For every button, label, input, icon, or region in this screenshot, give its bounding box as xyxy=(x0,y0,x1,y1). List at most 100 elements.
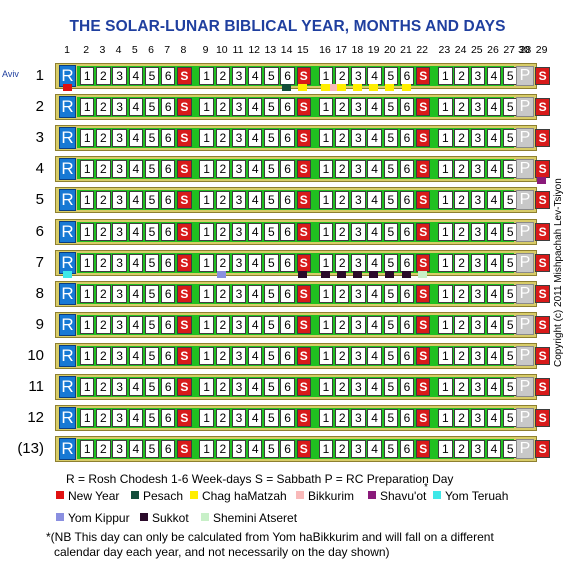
weekday-cell: 3 xyxy=(470,253,485,272)
sabbath-cell: S xyxy=(177,98,192,117)
weekday-cell: 2 xyxy=(215,160,230,179)
weekday-cell: 4 xyxy=(486,284,502,303)
weekday-cell: 6 xyxy=(161,440,176,459)
weekday-cell: 4 xyxy=(248,315,263,334)
weekday-cell: 2 xyxy=(454,67,469,85)
legend-swatch xyxy=(131,491,139,499)
feast-marker xyxy=(537,177,547,185)
sabbath-cell: S xyxy=(535,253,550,272)
weekday-cell: 5 xyxy=(383,222,398,241)
weekday-cell: 6 xyxy=(399,440,415,459)
week-block: 123456S123456S123456S123456S xyxy=(77,377,550,397)
weekday-cell: 4 xyxy=(367,222,382,241)
weekday-cell: 4 xyxy=(248,346,263,365)
feast-marker xyxy=(369,270,379,278)
week-block: 123456S123456S123456S123456S xyxy=(77,190,550,211)
weekday-cell: 5 xyxy=(264,222,279,241)
weekday-cell: 5 xyxy=(144,191,160,210)
feast-marker xyxy=(298,84,308,91)
sabbath-cell: S xyxy=(416,222,431,241)
sabbath-cell: S xyxy=(416,284,431,303)
day-number-6: 6 xyxy=(148,44,154,56)
weekday-cell: 6 xyxy=(161,378,176,396)
preparation-day-cell: P xyxy=(516,97,534,118)
weekday-cell: 2 xyxy=(335,346,350,365)
weekday-cell: 4 xyxy=(367,98,382,117)
weekday-cell: 2 xyxy=(215,191,230,210)
sabbath-cell: S xyxy=(296,440,311,459)
rosh-chodesh-cell: R xyxy=(59,127,76,150)
sabbath-cell: S xyxy=(296,67,311,85)
legend-swatch xyxy=(201,513,209,521)
weekday-cell: 4 xyxy=(248,284,263,303)
feast-marker xyxy=(385,84,395,91)
weekday-cell: 4 xyxy=(486,315,502,334)
day-number-27: 27 xyxy=(503,44,516,56)
weekday-cell: 6 xyxy=(161,253,176,272)
weekday-cell: 5 xyxy=(264,160,279,179)
month-row: R123456S123456S123456S123456SP xyxy=(55,374,550,400)
weekday-cell: 3 xyxy=(470,409,485,428)
sabbath-cell: S xyxy=(296,253,311,272)
weekday-cell: 1 xyxy=(80,409,95,428)
weekday-cell: 2 xyxy=(96,378,111,396)
weekday-cell: 3 xyxy=(231,160,247,179)
weekday-cell: 2 xyxy=(335,440,350,459)
weekday-cell: 1 xyxy=(80,315,95,334)
weekday-cell: 5 xyxy=(264,440,279,459)
weekday-cell: 1 xyxy=(438,129,453,148)
footnote-line-1: *(NB This day can only be calculated fro… xyxy=(46,530,494,544)
weekday-cell: 4 xyxy=(248,409,263,428)
sabbath-cell: S xyxy=(535,191,550,210)
feast-marker xyxy=(217,270,227,278)
weekday-cell: 5 xyxy=(144,67,160,85)
month-label: 1 xyxy=(35,67,44,84)
weekday-cell: 1 xyxy=(199,222,214,241)
weekday-cell: 1 xyxy=(318,346,334,365)
rosh-chodesh-cell: R xyxy=(59,407,76,430)
weekday-cell: 1 xyxy=(199,253,214,272)
legend-label: Yom Kippur xyxy=(68,511,130,525)
weekday-cell: 2 xyxy=(454,440,469,459)
weekday-cell: 3 xyxy=(231,440,247,459)
sabbath-cell: S xyxy=(535,346,550,365)
legend-key-line: R = Rosh Chodesh 1-6 Week-days S = Sabba… xyxy=(66,472,454,486)
weekday-cell: 2 xyxy=(96,409,111,428)
weekday-cell: 3 xyxy=(231,67,247,85)
footnote-line-2: calendar day each year, and not necessar… xyxy=(54,545,390,559)
rosh-chodesh-cell: R xyxy=(59,158,76,181)
weekday-cell: 4 xyxy=(367,440,382,459)
weekday-cell: 3 xyxy=(351,222,366,241)
weekday-cell: 5 xyxy=(383,378,398,396)
week-block: 123456S123456S123456S123456S xyxy=(77,97,550,118)
weekday-cell: 3 xyxy=(470,129,485,148)
weekday-cell: 5 xyxy=(383,346,398,365)
weekday-cell: 2 xyxy=(335,160,350,179)
weekday-cell: 1 xyxy=(80,129,95,148)
weekday-cell: 4 xyxy=(128,129,143,148)
weekday-cell: 6 xyxy=(280,284,295,303)
weekday-cell: 5 xyxy=(383,160,398,179)
day-number-10: 10 xyxy=(215,44,228,56)
weekday-cell: 4 xyxy=(367,315,382,334)
week-block: 123456S123456S123456S123456S xyxy=(77,283,550,304)
weekday-cell: 1 xyxy=(438,315,453,334)
weekday-cell: 4 xyxy=(367,253,382,272)
weekday-cell: 4 xyxy=(248,98,263,117)
weekday-cell: 5 xyxy=(144,315,160,334)
legend-label: New Year xyxy=(68,489,120,503)
weekday-cell: 2 xyxy=(335,129,350,148)
weekday-cell: 4 xyxy=(128,67,143,85)
day-number-23: 23 xyxy=(438,44,451,56)
weekday-cell: 3 xyxy=(351,409,366,428)
weekday-cell: 5 xyxy=(383,409,398,428)
weekday-cell: 1 xyxy=(80,67,95,85)
sabbath-cell: S xyxy=(416,409,431,428)
sabbath-cell: S xyxy=(296,284,311,303)
weekday-cell: 4 xyxy=(128,440,143,459)
month-row: R123456S123456S123456S123456SP xyxy=(55,405,550,432)
sabbath-cell: S xyxy=(416,98,431,117)
weekday-cell: 4 xyxy=(128,409,143,428)
feast-marker xyxy=(329,84,339,91)
weekday-cell: 1 xyxy=(199,191,214,210)
